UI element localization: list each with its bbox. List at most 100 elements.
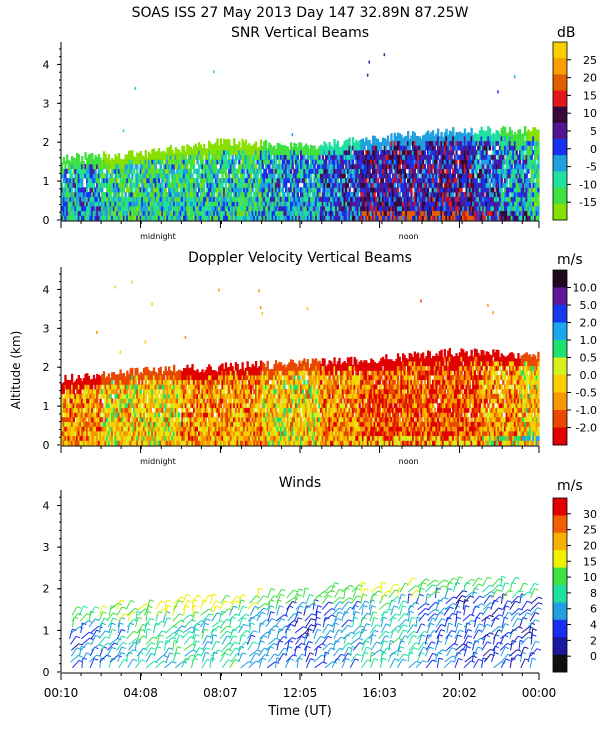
data-cell [196, 146, 199, 151]
data-cell [86, 157, 89, 160]
data-cell [238, 201, 241, 207]
data-cell [131, 154, 134, 160]
data-cell [246, 159, 249, 165]
data-cell [169, 196, 172, 202]
data-cell [455, 159, 458, 165]
data-cell [254, 210, 258, 216]
data-cell [234, 150, 238, 156]
data-cell [259, 168, 263, 174]
data-cell [146, 178, 149, 184]
data-cell [96, 215, 99, 221]
data-cell [191, 148, 194, 151]
data-cell [198, 187, 201, 193]
data-cell [204, 164, 207, 170]
data-cell [427, 130, 430, 132]
data-cell [383, 53, 386, 57]
data-cell [96, 187, 99, 193]
data-cell [194, 215, 197, 221]
data-cell [107, 196, 111, 202]
data-cell [146, 187, 149, 193]
colorbar-swatch [553, 58, 567, 75]
data-cell [129, 154, 132, 160]
data-cell [137, 178, 141, 184]
data-cell [159, 201, 162, 207]
data-cell [179, 192, 182, 198]
data-cell [149, 178, 152, 184]
data-cell [126, 173, 129, 179]
data-cell [291, 133, 294, 137]
data-cell [81, 168, 84, 174]
data-cell [74, 210, 77, 216]
data-cell [248, 182, 251, 188]
data-cell [149, 206, 152, 212]
data-cell [61, 201, 64, 207]
data-cell [96, 210, 99, 216]
data-cell [238, 164, 241, 170]
data-cell [213, 168, 216, 174]
data-cell [101, 178, 104, 184]
data-cell [104, 173, 107, 179]
data-cell [463, 128, 467, 132]
data-cell [141, 215, 144, 221]
data-cell [226, 196, 229, 202]
data-cell [537, 173, 540, 179]
data-cell [238, 182, 241, 188]
data-cell [186, 159, 189, 165]
data-cell [136, 201, 139, 207]
colorbar-tick-label: 10 [583, 107, 597, 120]
data-cell [154, 159, 157, 165]
data-cell [154, 178, 157, 184]
data-cell [163, 164, 166, 170]
data-cell [164, 154, 167, 160]
data-cell [229, 164, 233, 170]
data-cell [243, 192, 246, 198]
data-cell [141, 164, 144, 170]
data-cell [188, 196, 191, 202]
data-cell [136, 152, 139, 156]
data-cell [239, 206, 243, 212]
data-cell [152, 182, 156, 188]
data-cell [64, 160, 67, 165]
data-cell [234, 210, 238, 216]
data-cell [81, 206, 84, 212]
data-cell [244, 145, 248, 151]
data-cell [102, 201, 106, 207]
data-cell [117, 196, 121, 202]
data-cell [101, 187, 104, 193]
data-cell [171, 164, 174, 170]
data-cell [97, 154, 101, 156]
data-cell [183, 150, 186, 156]
data-cell [219, 178, 223, 184]
data-cell [219, 206, 223, 212]
data-cell [537, 168, 540, 174]
data-cell [246, 173, 249, 179]
data-cell [228, 182, 231, 188]
data-cell [191, 201, 194, 207]
data-cell [147, 151, 151, 156]
data-cell [117, 159, 121, 165]
data-cell [117, 173, 121, 179]
data-cell [117, 206, 121, 212]
data-cell [102, 215, 106, 221]
data-cell [213, 210, 216, 216]
data-cell [127, 154, 131, 160]
data-cell [86, 192, 89, 198]
data-cell [181, 201, 184, 207]
data-cell [102, 154, 106, 160]
data-cell [154, 187, 157, 193]
data-cell [144, 149, 147, 151]
data-cell [104, 215, 107, 221]
data-cell [234, 182, 238, 188]
data-cell [246, 168, 249, 174]
data-cell [482, 130, 485, 132]
data-cell [183, 201, 186, 207]
data-cell [209, 206, 212, 212]
data-cell [226, 138, 229, 141]
data-cell [537, 206, 540, 212]
data-cell [157, 206, 161, 212]
data-cell [104, 164, 107, 170]
data-cell [122, 201, 126, 207]
data-cell [213, 192, 216, 198]
data-cell [231, 210, 234, 216]
data-cell [211, 206, 214, 212]
